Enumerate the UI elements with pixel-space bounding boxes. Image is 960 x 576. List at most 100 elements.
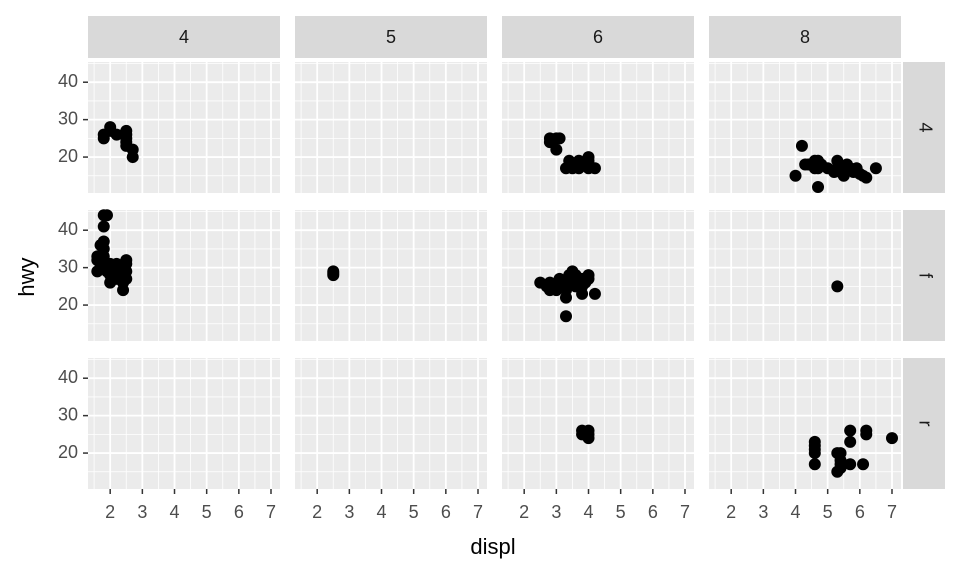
- point: [808, 458, 821, 471]
- point: [795, 139, 808, 152]
- point: [834, 462, 847, 475]
- panel-background: [295, 358, 487, 489]
- point: [857, 458, 870, 471]
- y-axis-title: hwy: [14, 257, 39, 296]
- x-tick-label: 6: [648, 502, 658, 522]
- y-tick-label: 40: [58, 71, 78, 91]
- x-tick-label: 4: [584, 502, 594, 522]
- point: [553, 272, 566, 285]
- point: [560, 310, 572, 323]
- point: [582, 272, 595, 285]
- x-tick-label: 5: [409, 502, 419, 522]
- point: [97, 220, 110, 233]
- point: [847, 166, 860, 179]
- point: [844, 458, 857, 471]
- panel-background: [295, 62, 487, 193]
- column-strip-label: 6: [593, 27, 603, 47]
- column-strip: [88, 16, 280, 58]
- x-tick-label: 7: [680, 502, 690, 522]
- x-tick-label: 2: [312, 502, 322, 522]
- point: [828, 166, 841, 179]
- point: [110, 128, 123, 141]
- panel-background: [88, 62, 280, 193]
- point: [120, 272, 133, 285]
- x-tick-label: 5: [616, 502, 626, 522]
- point: [869, 162, 882, 175]
- y-tick-label: 30: [58, 108, 78, 128]
- x-tick-label: 7: [266, 502, 276, 522]
- x-tick-label: 3: [758, 502, 768, 522]
- point: [831, 280, 844, 293]
- panel-background: [709, 62, 901, 193]
- x-tick-label: 4: [791, 502, 801, 522]
- point: [94, 239, 107, 252]
- x-tick-label: 7: [473, 502, 483, 522]
- y-tick-label: 20: [58, 294, 78, 314]
- point: [834, 447, 847, 460]
- y-tick-label: 20: [58, 146, 78, 166]
- x-tick-label: 3: [551, 502, 561, 522]
- panel-background: [88, 358, 280, 489]
- x-tick-label: 2: [519, 502, 529, 522]
- point: [94, 261, 107, 274]
- panel-background: [502, 210, 694, 341]
- x-axis-title: displ: [470, 534, 515, 559]
- x-tick-label: 2: [726, 502, 736, 522]
- point: [327, 267, 340, 280]
- column-strip: [502, 16, 694, 58]
- point: [808, 447, 821, 460]
- point: [588, 162, 601, 175]
- x-tick-label: 6: [855, 502, 865, 522]
- point: [885, 432, 898, 445]
- column-strip-label: 5: [386, 27, 396, 47]
- x-tick-label: 6: [234, 502, 244, 522]
- y-tick-label: 40: [58, 367, 78, 387]
- row-strip: [903, 62, 945, 193]
- point: [837, 169, 850, 182]
- point: [576, 158, 589, 171]
- x-tick-label: 5: [202, 502, 212, 522]
- x-tick-label: 3: [137, 502, 147, 522]
- point: [860, 428, 873, 441]
- point: [588, 287, 601, 300]
- point: [802, 158, 815, 171]
- row-strip: [903, 210, 945, 341]
- column-strip-label: 8: [800, 27, 810, 47]
- x-tick-label: 5: [823, 502, 833, 522]
- panel-background: [709, 358, 901, 489]
- panel-background: [709, 210, 901, 341]
- point: [844, 435, 857, 448]
- x-tick-label: 4: [377, 502, 387, 522]
- y-tick-label: 30: [58, 256, 78, 276]
- column-strip-label: 4: [179, 27, 189, 47]
- point: [569, 280, 582, 293]
- point: [550, 143, 563, 156]
- point: [126, 151, 139, 164]
- x-tick-label: 4: [170, 502, 180, 522]
- point: [120, 136, 133, 149]
- point: [860, 171, 873, 184]
- row-strip-label: 4: [915, 122, 935, 132]
- x-tick-label: 6: [441, 502, 451, 522]
- column-strip: [709, 16, 901, 58]
- x-tick-label: 2: [105, 502, 115, 522]
- x-tick-label: 3: [344, 502, 354, 522]
- point: [844, 424, 857, 437]
- point: [815, 158, 828, 171]
- y-tick-label: 20: [58, 442, 78, 462]
- y-tick-label: 40: [58, 219, 78, 239]
- row-strip: [903, 358, 945, 489]
- panel-background: [295, 210, 487, 341]
- point: [100, 209, 113, 222]
- y-tick-label: 30: [58, 404, 78, 424]
- point: [789, 169, 802, 182]
- row-strip-label: f: [915, 273, 935, 279]
- point: [553, 132, 566, 145]
- point: [582, 428, 595, 441]
- x-tick-label: 7: [887, 502, 897, 522]
- row-strip-label: r: [915, 421, 935, 427]
- column-strip: [295, 16, 487, 58]
- point: [107, 269, 120, 282]
